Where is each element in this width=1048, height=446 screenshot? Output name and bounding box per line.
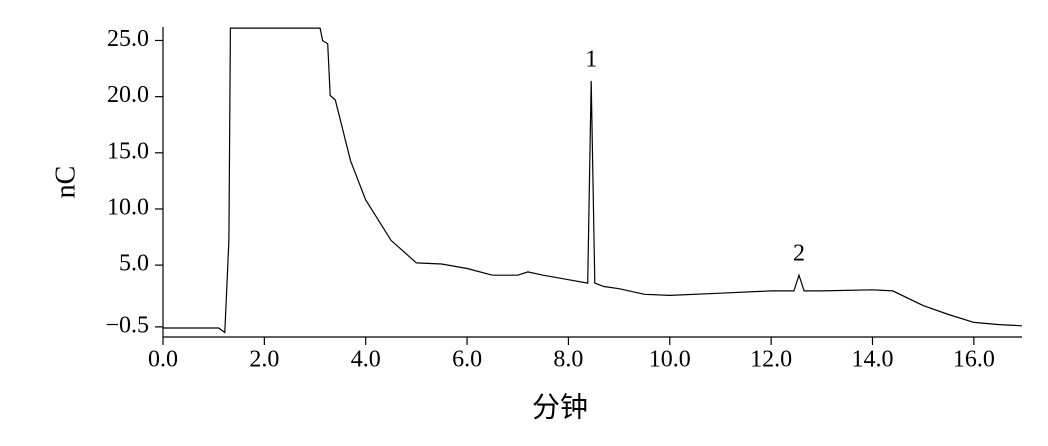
y-tick-label: 10.0 [107, 194, 149, 220]
y-tick-label: 5.0 [119, 251, 149, 277]
y-tick-label: 20.0 [107, 82, 149, 108]
x-tick-label: 8.0 [553, 347, 583, 373]
line [163, 27, 1023, 334]
annotation: 1 [585, 46, 597, 72]
x-tick-label: 6.0 [452, 347, 482, 373]
x-tick-label: 12.0 [750, 347, 792, 373]
x-axis-label: 分钟 [532, 391, 588, 423]
x-tick-label: 16.0 [953, 347, 995, 373]
y-tick-label: −0.5 [105, 312, 149, 338]
y-tick-label: 15.0 [107, 138, 149, 164]
y-tick-label: 25.0 [107, 26, 149, 52]
x-tick-label: 10.0 [649, 347, 691, 373]
x-tick-label: 2.0 [249, 347, 279, 373]
x-tick-label: 0.0 [148, 347, 178, 373]
annotation: 2 [793, 241, 805, 267]
x-tick-label: 14.0 [851, 347, 893, 373]
x-tick-label: 4.0 [351, 347, 381, 373]
y-axis-label: nC [50, 166, 81, 199]
